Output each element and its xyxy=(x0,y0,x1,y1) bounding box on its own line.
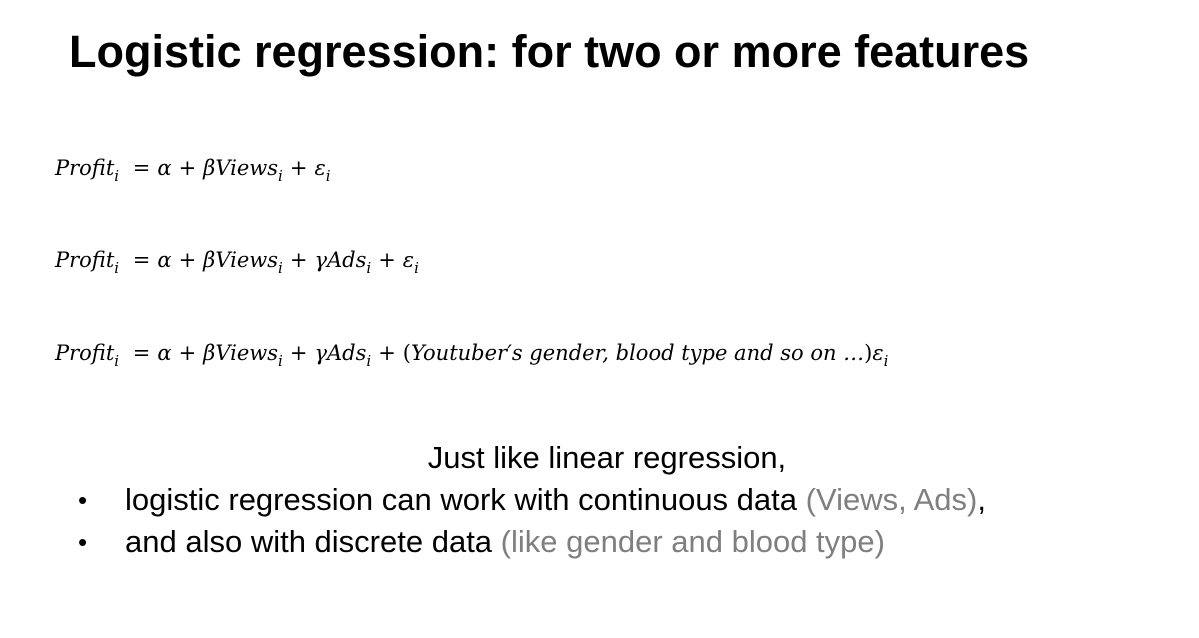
eq-equals: = xyxy=(132,248,151,272)
bullet-note: (like gender and blood type) xyxy=(500,524,885,559)
eq-plus: + xyxy=(178,341,197,365)
intro-line: Just like linear regression, xyxy=(427,440,787,475)
eq-lhs: Profit xyxy=(55,248,115,272)
eq-plus: + xyxy=(289,248,308,272)
eq-beta-views: βViews xyxy=(203,156,279,180)
eq-subscript: i xyxy=(278,167,283,185)
equation-with-extra-features: Profiti = α + βViewsi + γAdsi + (Youtuber′s gen… xyxy=(55,339,889,370)
eq-alpha: α xyxy=(157,156,172,180)
eq-equals: = xyxy=(132,156,151,180)
bullet-marker: • xyxy=(78,527,88,557)
eq-extra-term: Youtuber′s gender, blood type and so on … xyxy=(411,341,865,365)
eq-subscript: i xyxy=(325,167,331,185)
bullet-text: logistic regression can work with contin… xyxy=(125,481,986,519)
eq-epsilon: ε xyxy=(402,248,415,272)
eq-epsilon: ε xyxy=(872,341,884,365)
eq-subscript: i xyxy=(366,259,372,277)
eq-plus: + xyxy=(378,341,396,365)
eq-plus: + xyxy=(178,156,197,180)
equation-simple: Profiti = α + βViewsi + εi xyxy=(55,154,331,185)
eq-gamma-ads: γAds xyxy=(314,341,367,365)
bullet-text: and also with discrete data (like gender… xyxy=(125,523,885,561)
eq-plus: + xyxy=(378,248,396,272)
eq-lhs: Profit xyxy=(55,341,115,365)
eq-subscript: i xyxy=(278,352,283,370)
eq-plus: + xyxy=(178,248,197,272)
eq-subscript: i xyxy=(883,352,889,370)
bullet-main-text: and also with discrete data xyxy=(125,524,501,559)
eq-subscript: i xyxy=(114,259,120,277)
eq-gamma-ads: γAds xyxy=(314,248,367,272)
eq-subscript: i xyxy=(278,259,283,277)
eq-plus: + xyxy=(289,341,308,365)
eq-beta-views: βViews xyxy=(203,341,279,365)
eq-epsilon: ε xyxy=(314,156,326,180)
eq-subscript: i xyxy=(366,352,372,370)
eq-plus: + xyxy=(289,156,308,180)
eq-alpha: α xyxy=(157,248,172,272)
eq-subscript: i xyxy=(414,259,419,277)
slide-title: Logistic regression: for two or more fea… xyxy=(69,26,1030,77)
eq-subscript: i xyxy=(114,352,120,370)
eq-lhs: Profit xyxy=(55,156,115,180)
equation-with-ads: Profiti = α + βViewsi + γAdsi + εi xyxy=(55,246,419,277)
eq-close-paren: ) xyxy=(864,341,873,365)
bullet-main-text: logistic regression can work with contin… xyxy=(125,482,806,517)
bullet-note: (Views, Ads) xyxy=(805,482,978,517)
eq-equals: = xyxy=(132,341,151,365)
bullet-marker: • xyxy=(78,485,88,515)
eq-beta-views: βViews xyxy=(203,248,279,272)
eq-alpha: α xyxy=(157,341,172,365)
bullet-trail: , xyxy=(977,482,986,517)
eq-open-paren: ( xyxy=(402,341,411,365)
eq-subscript: i xyxy=(114,167,120,185)
